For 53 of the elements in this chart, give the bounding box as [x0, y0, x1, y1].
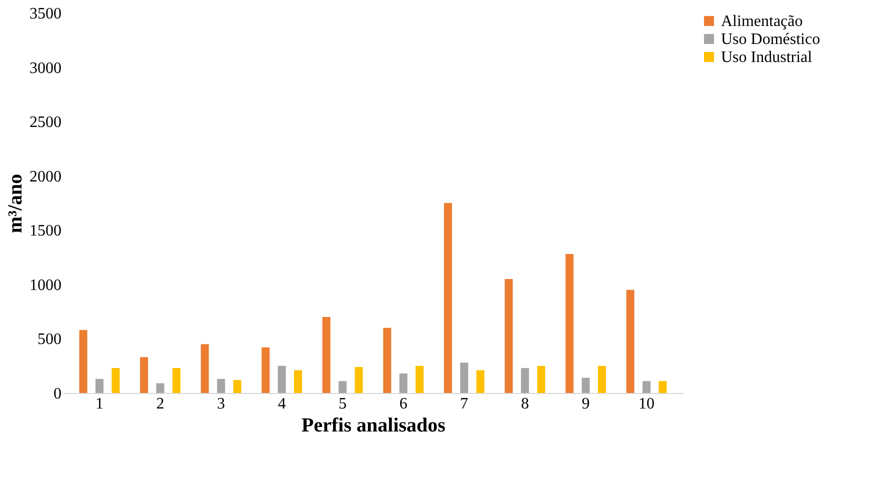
x-tick-label: 3: [217, 396, 226, 412]
bar: [626, 290, 634, 393]
bar: [172, 368, 180, 393]
bar: [262, 347, 270, 393]
bar: [383, 328, 392, 393]
bar: [520, 368, 529, 393]
bar: [95, 378, 104, 393]
bar: [416, 366, 424, 393]
y-tick-label: 2000: [30, 168, 62, 186]
y-tick-label: 0: [54, 386, 62, 402]
bar: [278, 366, 286, 393]
bar: [582, 378, 590, 393]
x-tick-label: 10: [638, 396, 655, 412]
y-tick-label: 2500: [30, 114, 62, 132]
bar: [444, 203, 452, 393]
x-tick-label: 6: [399, 396, 408, 412]
bar: [399, 373, 408, 393]
y-axis-title: m³/ano: [4, 174, 26, 234]
bar: [294, 370, 302, 393]
y-tick-label: 3500: [30, 6, 62, 22]
bar: [338, 381, 347, 393]
bar: [642, 381, 651, 393]
bar: [217, 378, 226, 393]
bar: [566, 254, 574, 393]
y-tick-label: 1500: [30, 222, 62, 240]
x-tick-label: 8: [520, 396, 529, 412]
bar: [156, 383, 164, 393]
bar: [537, 366, 546, 393]
x-axis-title: Perfis analisados: [302, 414, 446, 436]
x-tick-label: 5: [338, 396, 347, 412]
y-tick-label: 500: [38, 331, 62, 348]
bar: [460, 362, 468, 393]
x-tick-label: 2: [156, 396, 164, 412]
x-tick-label: 4: [278, 396, 286, 412]
bar: [476, 370, 484, 393]
legend-label: Alimentação: [721, 13, 803, 30]
y-tick-label: 1000: [30, 276, 62, 294]
bar: [598, 366, 606, 393]
bar: [504, 279, 513, 393]
x-tick-label: 9: [582, 396, 590, 412]
bar: [112, 368, 120, 393]
bar: [354, 366, 363, 393]
bar: [79, 330, 88, 393]
y-tick-label: 3000: [30, 60, 62, 77]
bar: [200, 344, 209, 393]
x-tick-label: 7: [460, 396, 468, 412]
bar: [658, 381, 667, 393]
bar: [322, 317, 330, 393]
bar: [233, 380, 242, 393]
legend-label: Uso Industrial: [721, 49, 813, 66]
legend-label: Uso Doméstico: [721, 31, 820, 48]
x-tick-label: 1: [95, 396, 104, 412]
bar: [140, 357, 148, 393]
